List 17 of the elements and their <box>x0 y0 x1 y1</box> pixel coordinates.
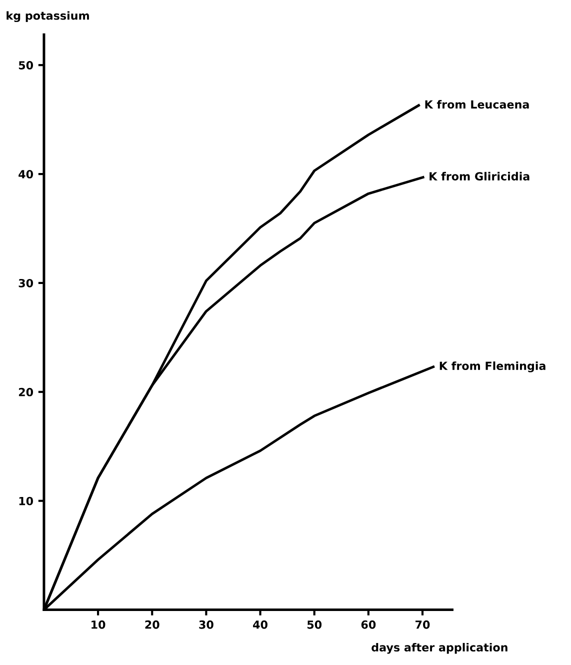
x-tick-label: 40 <box>253 620 268 629</box>
series-label: K from Flemingia <box>440 361 546 372</box>
x-tick-label: 30 <box>199 620 214 629</box>
y-tick-label: 30 <box>18 278 34 288</box>
y-tick-label: 50 <box>18 61 34 70</box>
x-tick-label: 50 <box>307 620 322 629</box>
y-tick-label: 10 <box>19 496 34 506</box>
x-tick-label: 20 <box>145 620 160 629</box>
x-tick-label: 10 <box>92 620 106 629</box>
series-label: K from Leucaena <box>425 100 529 109</box>
x-tick-label: 70 <box>416 620 430 629</box>
x-axis-title: days after application <box>372 642 508 654</box>
series-label: K from Gliricidia <box>430 172 530 181</box>
y-tick-label: 20 <box>18 388 34 396</box>
y-tick-label: 40 <box>18 170 34 178</box>
x-tick-label: 60 <box>361 620 376 629</box>
y-axis-title: kg potassium <box>6 11 89 22</box>
